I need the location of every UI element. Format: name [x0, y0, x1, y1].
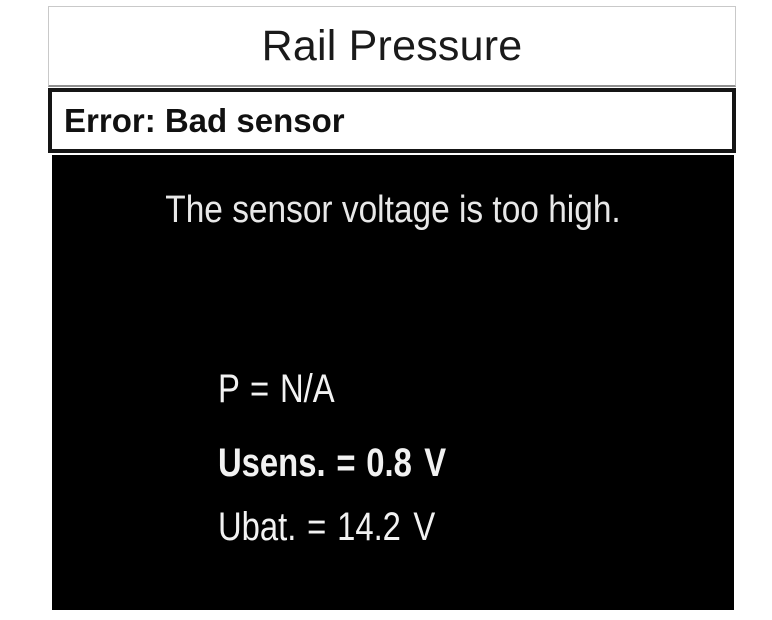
readout-value: 0.8 — [366, 441, 412, 485]
page-title: Rail Pressure — [261, 21, 523, 70]
readout-label: Ubat. — [218, 505, 297, 549]
title-bar: Rail Pressure — [48, 6, 736, 87]
status-message: The sensor voltage is too high. — [165, 189, 621, 231]
readout-row: Ubat. = 14.2 V — [218, 507, 446, 547]
readout-equals: = — [336, 441, 356, 485]
readout-value: N/A — [279, 367, 335, 411]
display-area: The sensor voltage is too high. P = N/A … — [52, 155, 734, 610]
error-banner: Error: Bad sensor — [48, 88, 736, 153]
readout-equals: = — [307, 505, 327, 549]
readout-label: Usens. — [218, 441, 326, 485]
readout-equals: = — [250, 367, 270, 411]
readout-row: P = N/A — [218, 369, 446, 409]
error-banner-label: Error: Bad sensor — [64, 102, 345, 139]
readout-value: 14.2 — [337, 505, 401, 549]
readout-list: P = N/A Usens. = 0.8 V Ubat. = 14.2 V — [218, 369, 496, 547]
readout-unit: V — [413, 505, 436, 549]
readout-unit — [335, 367, 338, 411]
readout-unit: V — [424, 441, 447, 485]
readout-label: P — [218, 367, 240, 411]
readout-row: Usens. = 0.8 V — [218, 443, 446, 483]
